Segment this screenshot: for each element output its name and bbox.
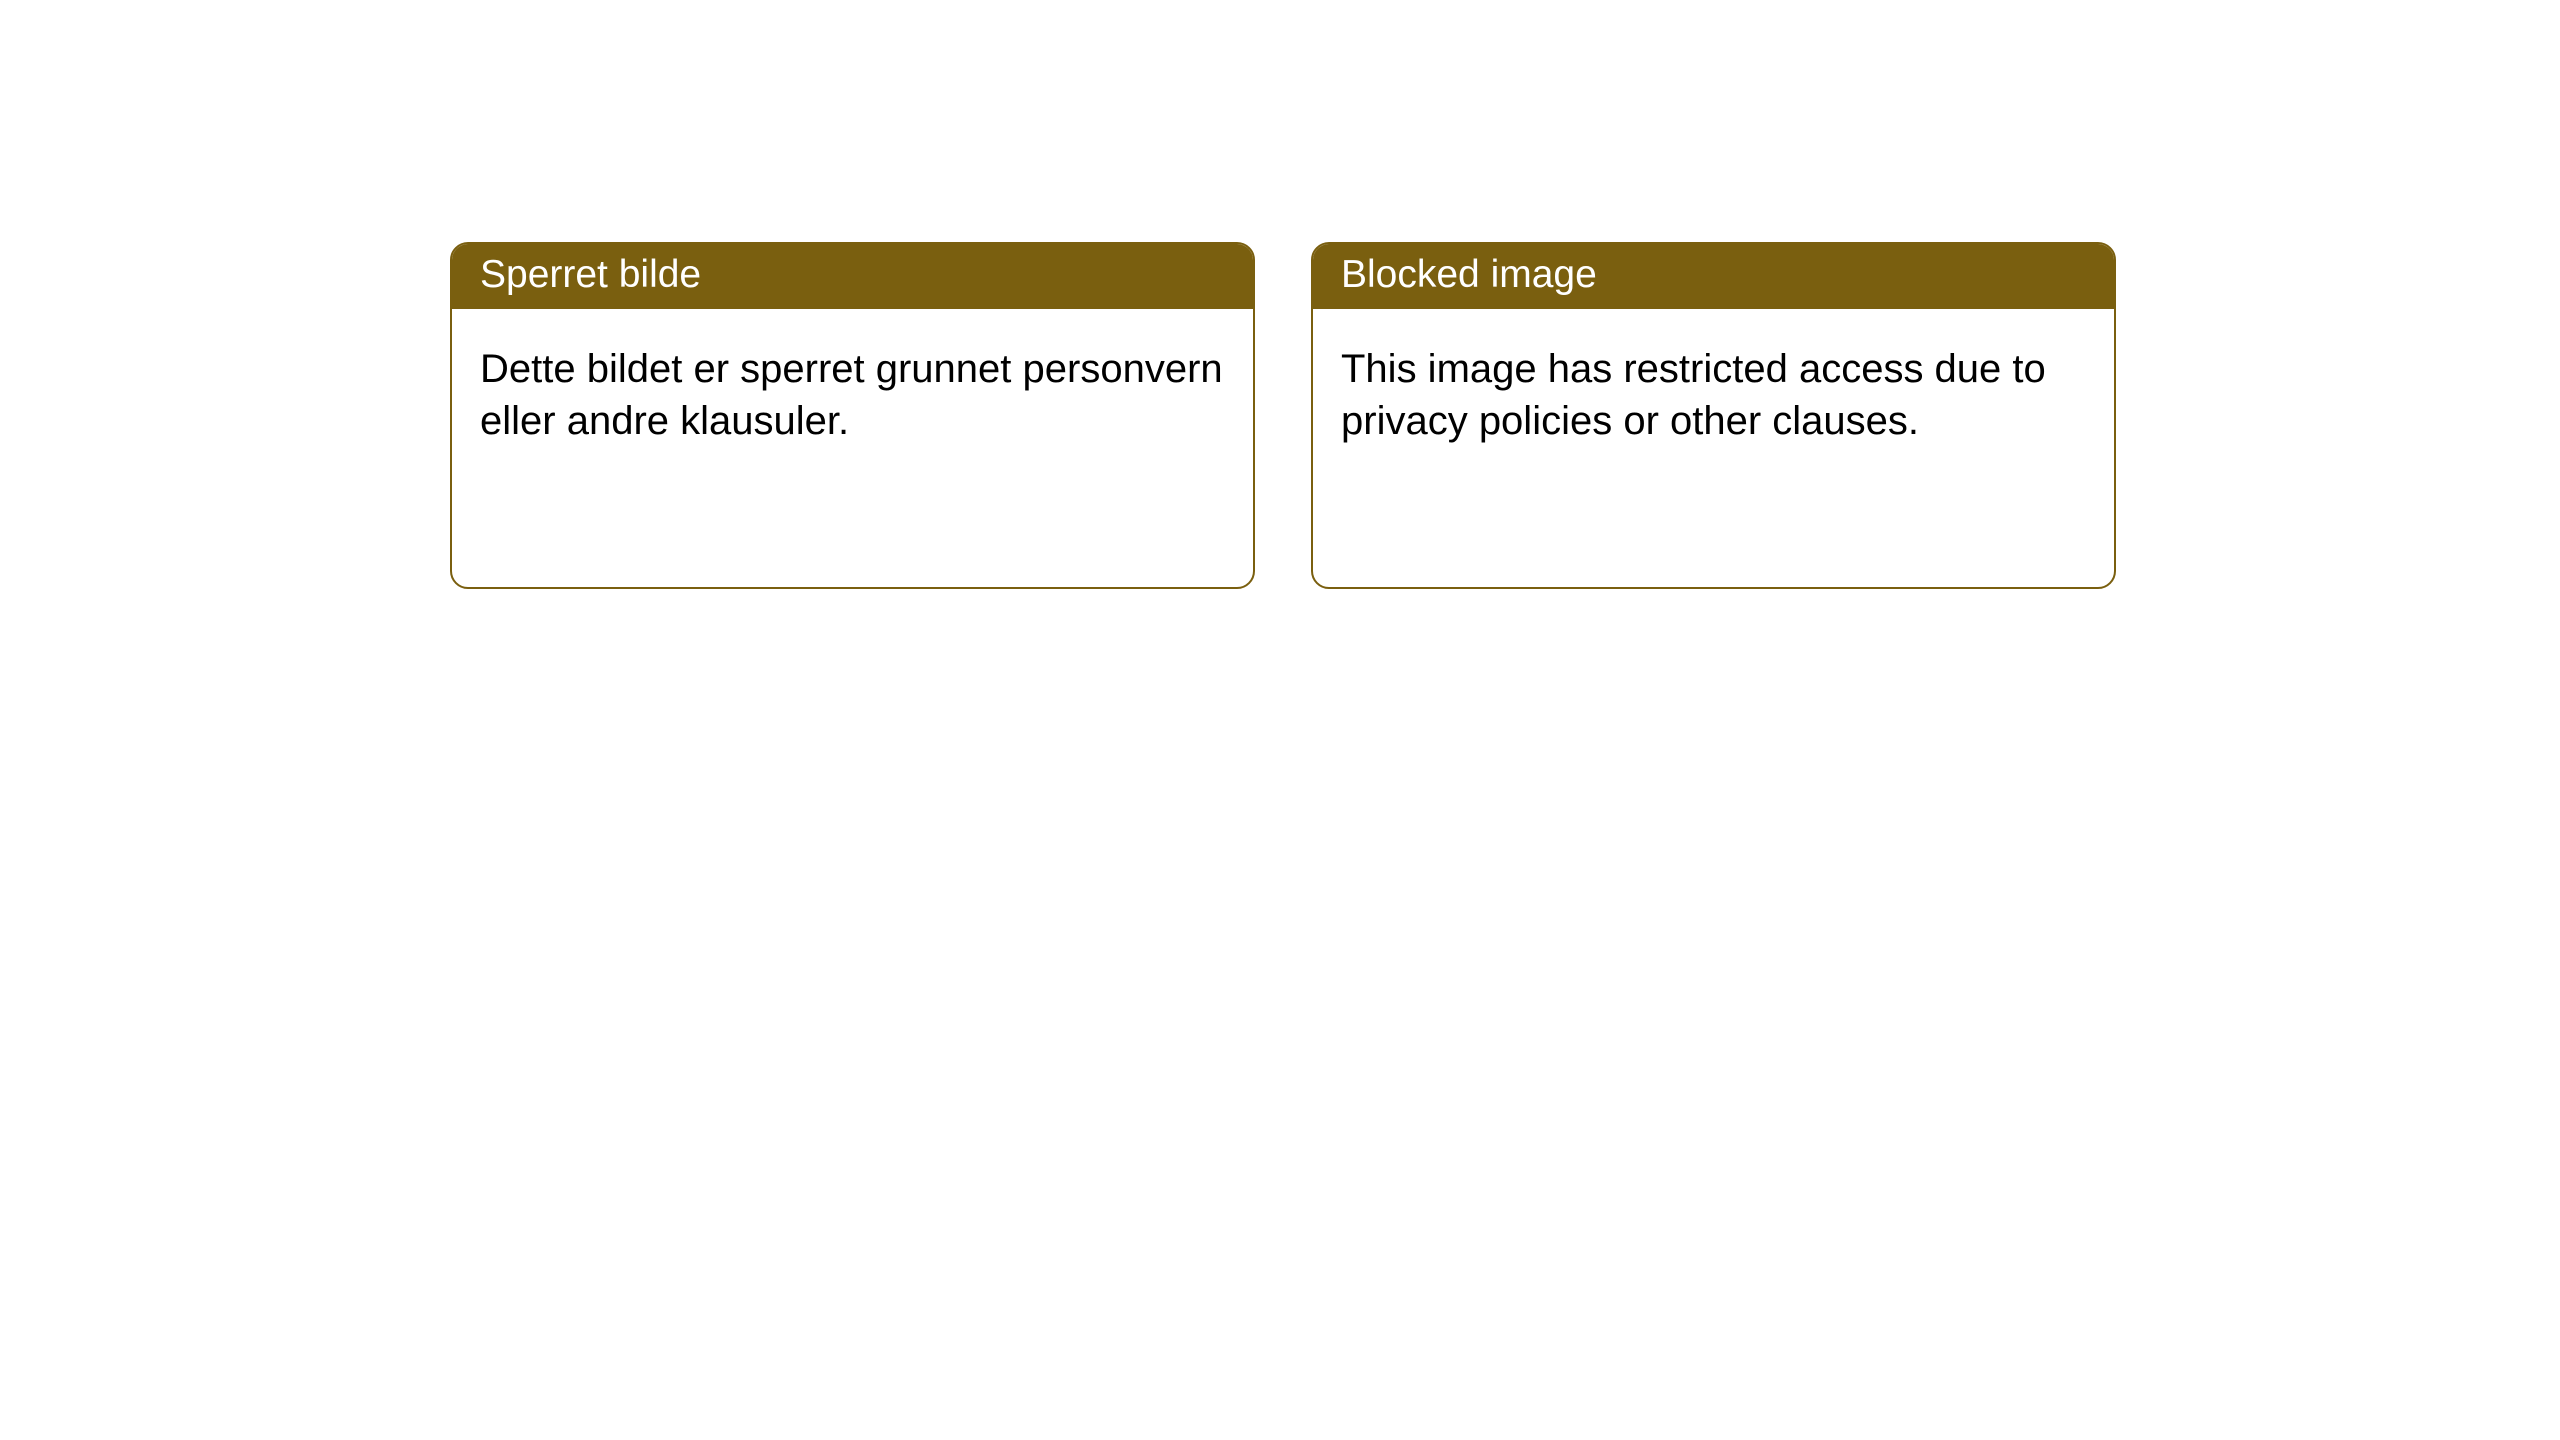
card-body-en: This image has restricted access due to … xyxy=(1313,309,2114,587)
cards-container: Sperret bilde Dette bildet er sperret gr… xyxy=(0,0,2560,589)
blocked-image-card-no: Sperret bilde Dette bildet er sperret gr… xyxy=(450,242,1255,589)
card-message-no: Dette bildet er sperret grunnet personve… xyxy=(480,343,1225,447)
card-message-en: This image has restricted access due to … xyxy=(1341,343,2086,447)
card-title-no: Sperret bilde xyxy=(452,244,1253,309)
card-body-no: Dette bildet er sperret grunnet personve… xyxy=(452,309,1253,587)
card-title-en: Blocked image xyxy=(1313,244,2114,309)
blocked-image-card-en: Blocked image This image has restricted … xyxy=(1311,242,2116,589)
